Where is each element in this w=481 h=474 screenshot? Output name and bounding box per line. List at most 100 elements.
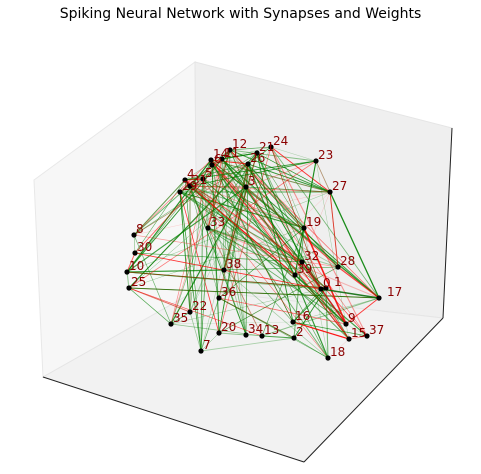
synapse-excitatory bbox=[270, 146, 305, 229]
synapse-excitatory bbox=[179, 191, 191, 313]
synapse-inhibitory bbox=[128, 160, 317, 289]
neuron-node bbox=[243, 184, 249, 190]
synapse-excitatory bbox=[126, 269, 225, 273]
synapse-excitatory bbox=[126, 186, 247, 273]
neuron-node bbox=[327, 189, 333, 195]
neuron-label: 24 bbox=[273, 134, 288, 148]
synapse-inhibitory bbox=[218, 297, 347, 325]
synapse-excitatory bbox=[211, 164, 296, 276]
synapse-inhibitory bbox=[329, 191, 339, 268]
synapse-excitatory bbox=[170, 149, 231, 325]
neuron-node bbox=[205, 225, 211, 231]
synapse-inhibitory bbox=[184, 179, 303, 263]
synapse-excitatory bbox=[210, 159, 331, 193]
neuron-node bbox=[291, 335, 297, 341]
neuron-node bbox=[268, 144, 274, 150]
synapse-excitatory bbox=[179, 191, 202, 352]
neuron-label: 3 bbox=[248, 174, 256, 188]
synapse-inhibitory bbox=[134, 252, 322, 290]
neuron-label: 2 bbox=[296, 325, 304, 339]
neuron-node bbox=[187, 309, 193, 315]
synapse-excitatory bbox=[293, 227, 305, 339]
neuron-label: 39 bbox=[297, 262, 312, 276]
synapse-excitatory bbox=[184, 179, 202, 352]
synapse-inhibitory bbox=[126, 252, 136, 273]
synapse-excitatory bbox=[133, 179, 186, 236]
neuron-label: 23 bbox=[318, 148, 333, 162]
neuron-label: 28 bbox=[340, 254, 355, 268]
synapse-excitatory bbox=[189, 160, 317, 187]
neuron-label: 9 bbox=[348, 311, 356, 325]
neuron-label: 34 bbox=[248, 322, 263, 336]
synapse-excitatory bbox=[218, 297, 295, 339]
synapse-inhibitory bbox=[170, 159, 212, 325]
synapse-excitatory bbox=[207, 149, 231, 229]
neuron-node bbox=[299, 259, 305, 265]
synapse-excitatory bbox=[221, 158, 249, 165]
synapse-excitatory bbox=[179, 191, 303, 263]
neuron-node bbox=[198, 348, 204, 354]
synapse-excitatory bbox=[247, 163, 305, 229]
synapse-excitatory bbox=[200, 332, 220, 352]
synapse-excitatory bbox=[128, 152, 258, 289]
neurons bbox=[124, 144, 382, 361]
neuron-node bbox=[290, 319, 296, 325]
synapse-excitatory bbox=[189, 185, 350, 340]
neuron-label: 32 bbox=[304, 249, 319, 263]
synapse-inhibitory bbox=[170, 158, 223, 325]
synapse-inhibitory bbox=[184, 179, 322, 290]
synapse-excitatory bbox=[170, 287, 327, 325]
synapse-excitatory bbox=[221, 158, 380, 299]
synapse-inhibitory bbox=[245, 160, 317, 188]
synapse-inhibitory bbox=[229, 149, 247, 188]
synapse-inhibitory bbox=[270, 146, 368, 337]
synapse-inhibitory bbox=[292, 321, 350, 340]
synapse-excitatory bbox=[229, 149, 247, 188]
neuron-node bbox=[209, 162, 215, 168]
neuron-node bbox=[245, 161, 251, 167]
synapse-excitatory bbox=[207, 227, 322, 290]
synapse-excitatory bbox=[200, 337, 295, 352]
neuron-node bbox=[259, 333, 265, 339]
neuron-node bbox=[335, 264, 341, 270]
synapse-inhibitory bbox=[301, 191, 331, 263]
neuron-label: 15 bbox=[351, 326, 366, 340]
neuron-label: 37 bbox=[369, 323, 384, 337]
synapse-inhibitory bbox=[210, 159, 350, 340]
synapse-excitatory bbox=[229, 149, 331, 193]
synapse-excitatory bbox=[170, 311, 191, 325]
synapse-excitatory bbox=[134, 179, 186, 254]
neuron-label: 11 bbox=[224, 146, 239, 160]
synapse-excitatory bbox=[189, 185, 339, 268]
synapse-excitatory bbox=[211, 164, 247, 336]
synapse-excitatory bbox=[223, 266, 339, 271]
synapse-excitatory bbox=[292, 288, 322, 323]
synapse-excitatory bbox=[179, 191, 303, 263]
synapse-inhibitory bbox=[229, 149, 368, 337]
synapse-excitatory bbox=[126, 149, 231, 273]
synapse-excitatory bbox=[202, 178, 209, 229]
neuron-label: 33 bbox=[210, 215, 225, 229]
synapse-excitatory bbox=[229, 149, 247, 336]
synapse-strong bbox=[320, 288, 380, 299]
synapse-excitatory bbox=[247, 163, 350, 340]
synapse-excitatory bbox=[189, 311, 202, 352]
synapse-inhibitory bbox=[270, 146, 322, 290]
neuron-label: 35 bbox=[173, 311, 188, 325]
synapse-inhibitory bbox=[128, 287, 191, 313]
synapse-inhibitory bbox=[133, 163, 249, 236]
neuron-label: 27 bbox=[332, 179, 347, 193]
neuron-label: 25 bbox=[131, 275, 146, 289]
synapse-inhibitory bbox=[189, 185, 329, 359]
synapse-excitatory bbox=[184, 163, 249, 181]
neuron-node bbox=[325, 355, 331, 361]
synapse-excitatory bbox=[184, 179, 202, 352]
synapse-inhibitory bbox=[218, 191, 331, 299]
neuron-node bbox=[254, 150, 260, 156]
neuron-node bbox=[182, 177, 188, 183]
synapse-excitatory bbox=[294, 160, 317, 276]
neuron-label: 13 bbox=[264, 323, 279, 337]
